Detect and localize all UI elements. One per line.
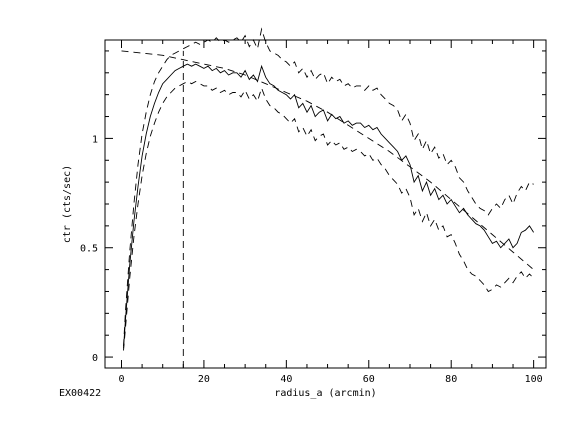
series-group bbox=[121, 27, 534, 351]
x-tick-label: 20 bbox=[198, 374, 210, 385]
series-line-3 bbox=[123, 80, 534, 351]
y-tick-labels: 00.51 bbox=[80, 134, 98, 364]
x-tick-label: 60 bbox=[363, 374, 375, 385]
y-tick-label: 0 bbox=[92, 353, 98, 364]
plot-frame bbox=[104, 39, 547, 369]
y-axis-label: ctr (cts/sec) bbox=[62, 165, 73, 243]
series-line-4 bbox=[121, 50, 534, 270]
axis-ticks bbox=[105, 40, 546, 368]
x-tick-label: 80 bbox=[445, 374, 457, 385]
y-tick-label: 1 bbox=[92, 134, 98, 145]
footnote-label: EX00422 bbox=[59, 388, 101, 399]
x-tick-labels: 0 20 40 60 80 100 bbox=[118, 374, 542, 385]
series-line-1 bbox=[123, 63, 534, 349]
x-tick-label: 100 bbox=[525, 374, 543, 385]
y-tick-label: 0.5 bbox=[80, 244, 98, 255]
series-line-2 bbox=[123, 27, 534, 347]
x-tick-label: 40 bbox=[280, 374, 292, 385]
x-axis-label: radius_a (arcmin) bbox=[274, 388, 376, 399]
x-tick-label: 0 bbox=[118, 374, 124, 385]
